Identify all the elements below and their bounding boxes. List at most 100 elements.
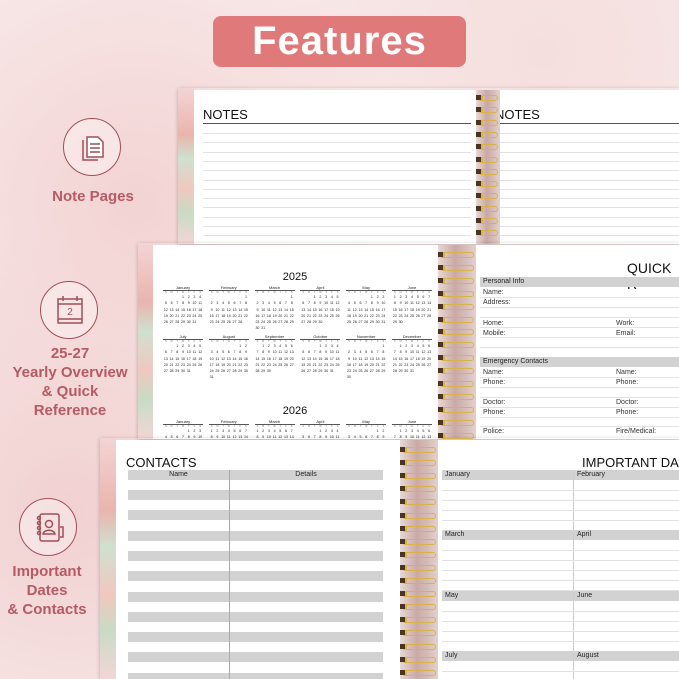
weekday: M bbox=[170, 340, 173, 343]
weekday: F bbox=[239, 340, 241, 343]
day: 2 bbox=[262, 429, 265, 433]
day: 3 bbox=[382, 295, 385, 299]
weekday: W bbox=[227, 340, 230, 343]
day: 3 bbox=[216, 301, 219, 306]
note-line bbox=[203, 216, 471, 218]
day: 27 bbox=[427, 362, 432, 367]
date-line bbox=[442, 671, 679, 672]
day: 21 bbox=[284, 313, 289, 318]
weekday: S bbox=[245, 425, 247, 428]
day: 11 bbox=[272, 435, 277, 439]
weekday: M bbox=[216, 340, 219, 343]
day: 26 bbox=[421, 362, 426, 367]
month-name: May bbox=[346, 285, 387, 291]
contact-row[interactable] bbox=[128, 571, 383, 582]
day: 23 bbox=[324, 362, 329, 367]
weekday: T bbox=[359, 340, 362, 343]
day: 1 bbox=[239, 344, 242, 348]
contact-row[interactable] bbox=[128, 490, 383, 500]
day: 18 bbox=[215, 362, 220, 367]
note-line bbox=[500, 216, 679, 218]
day: 27 bbox=[369, 369, 374, 374]
day: 20 bbox=[427, 356, 432, 361]
day: 17 bbox=[192, 307, 197, 312]
month-name: February bbox=[208, 285, 249, 291]
day: 30 bbox=[375, 320, 380, 325]
note-line bbox=[203, 235, 471, 237]
day: 3 bbox=[410, 429, 413, 433]
contact-row[interactable] bbox=[128, 550, 383, 561]
day: 4 bbox=[199, 295, 202, 299]
day: 23 bbox=[180, 362, 185, 367]
weekday: T bbox=[187, 425, 190, 428]
contact-row[interactable] bbox=[128, 632, 383, 643]
ruled-line bbox=[480, 337, 679, 338]
note-line bbox=[203, 142, 471, 144]
month-header: April bbox=[574, 530, 679, 540]
contact-row[interactable] bbox=[128, 510, 383, 521]
day: 9 bbox=[187, 301, 190, 306]
day: 10 bbox=[192, 301, 197, 306]
contact-book-icon bbox=[19, 498, 77, 556]
notes-title: NOTES bbox=[500, 107, 540, 122]
weekday: W bbox=[227, 425, 230, 428]
day: 4 bbox=[359, 350, 362, 355]
day: 23 bbox=[347, 369, 352, 374]
note-line bbox=[203, 170, 471, 172]
day: 7 bbox=[170, 350, 173, 355]
weekday: W bbox=[364, 340, 368, 343]
weekday: F bbox=[193, 291, 196, 294]
day: 10 bbox=[409, 350, 414, 355]
day: 8 bbox=[262, 350, 265, 355]
weekday: S bbox=[290, 425, 293, 428]
weekday: F bbox=[422, 340, 425, 343]
day: 23 bbox=[318, 313, 323, 318]
day: 24 bbox=[192, 313, 197, 318]
day: 13 bbox=[369, 356, 374, 361]
day: 25 bbox=[278, 362, 283, 367]
contact-row[interactable] bbox=[128, 591, 383, 602]
day: 28 bbox=[175, 320, 180, 325]
contact-row[interactable] bbox=[128, 530, 383, 541]
day: 7 bbox=[290, 429, 293, 433]
day: 20 bbox=[226, 362, 231, 367]
weekday: S bbox=[428, 425, 430, 428]
month-name: June bbox=[392, 419, 432, 425]
weekday: T bbox=[233, 425, 236, 428]
contact-row[interactable] bbox=[128, 672, 383, 679]
day: 15 bbox=[392, 307, 397, 312]
day: 19 bbox=[272, 313, 277, 318]
day: 8 bbox=[256, 435, 259, 439]
day: 29 bbox=[369, 320, 374, 325]
day: 22 bbox=[261, 362, 266, 367]
contact-row[interactable] bbox=[128, 611, 383, 622]
day: 9 bbox=[376, 301, 379, 306]
month-header: May bbox=[442, 591, 573, 601]
day: 8 bbox=[376, 435, 379, 439]
day: 6 bbox=[233, 301, 236, 306]
day: 19 bbox=[421, 356, 426, 361]
note-line bbox=[500, 133, 679, 134]
weekday: S bbox=[302, 291, 305, 294]
day: 5 bbox=[416, 295, 419, 299]
day: 27 bbox=[358, 320, 363, 325]
day: 30 bbox=[243, 369, 248, 374]
day: 7 bbox=[393, 435, 396, 439]
day: 9 bbox=[405, 350, 408, 355]
contact-row[interactable] bbox=[128, 652, 383, 663]
weekday: F bbox=[376, 340, 379, 343]
day: 5 bbox=[365, 350, 368, 355]
day: 3 bbox=[222, 429, 225, 433]
weekday: W bbox=[319, 291, 322, 294]
day: 1 bbox=[176, 344, 179, 348]
day: 22 bbox=[243, 313, 248, 318]
day: 16 bbox=[209, 313, 214, 318]
day: 1 bbox=[376, 429, 379, 433]
ruled-line bbox=[480, 377, 679, 378]
note-line bbox=[500, 207, 679, 209]
ring bbox=[438, 316, 476, 323]
day: 2 bbox=[348, 350, 351, 355]
